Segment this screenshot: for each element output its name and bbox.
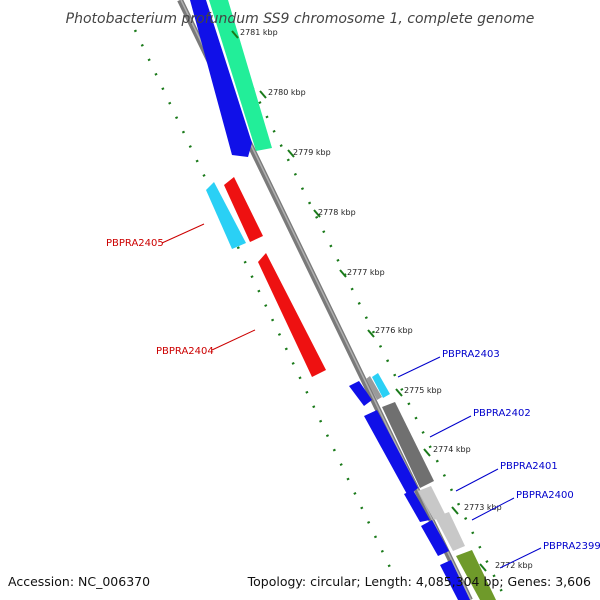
tick-mark — [287, 149, 295, 158]
gene-feature-blue-2401[interactable] — [404, 490, 430, 522]
accession-text: Accession: NC_006370 — [8, 574, 150, 589]
gene-feature-gray-2403[interactable] — [366, 376, 382, 400]
gene-feature-blue-2403[interactable] — [349, 381, 372, 406]
gene-features — [190, 0, 496, 600]
tick-mark — [395, 388, 403, 397]
tick-mark — [313, 209, 321, 218]
ticks: 2781 kbp 2780 kbp 2779 kbp 2778 kbp 2777… — [231, 28, 533, 572]
gene-label-pbpra2405[interactable]: PBPRA2405 — [106, 238, 164, 249]
tick-mark — [259, 90, 267, 99]
tick-mark — [423, 448, 431, 457]
gene-feature-blue-top[interactable] — [190, 0, 252, 157]
gene-feature-blue-2400[interactable] — [421, 520, 449, 556]
gene-feature-red-2405b[interactable] — [224, 177, 263, 242]
gene-feature-green-top[interactable] — [209, 0, 272, 151]
tick-label: 2777 kbp — [347, 268, 385, 277]
tick-mark — [451, 506, 459, 515]
tick-mark — [339, 269, 347, 278]
gene-feature-lightgray-2401[interactable] — [418, 486, 446, 520]
gene-feature-cyan-2403[interactable] — [372, 373, 390, 398]
tick-label: 2773 kbp — [464, 503, 502, 512]
gene-label-pbpra2403[interactable]: PBPRA2403 — [442, 349, 500, 360]
gene-label-connectors — [161, 223, 542, 569]
tick-mark — [367, 329, 375, 338]
connector-2399 — [499, 547, 542, 569]
tick-label: 2776 kbp — [375, 326, 413, 335]
tick-label: 2778 kbp — [318, 208, 356, 217]
connector-2400 — [471, 497, 515, 521]
outer-dotted-ring — [133, 29, 397, 579]
connector-2402 — [429, 415, 472, 438]
tick-label: 2774 kbp — [433, 445, 471, 454]
gene-feature-olive-2399[interactable] — [456, 550, 496, 600]
map-title: Photobacterium profundum SS9 chromosome … — [66, 11, 535, 27]
gene-label-pbpra2404[interactable]: PBPRA2404 — [156, 346, 214, 357]
tick-label: 2780 kbp — [268, 88, 306, 97]
tick-label: 2772 kbp — [495, 561, 533, 570]
connector-2404 — [211, 329, 256, 351]
gene-feature-red-2404[interactable] — [258, 253, 326, 377]
tick-mark — [479, 563, 487, 572]
genome-summary-text: Topology: circular; Length: 4,085,304 bp… — [247, 574, 591, 589]
gene-label-pbpra2399[interactable]: PBPRA2399 — [543, 541, 600, 552]
gene-labels: PBPRA2405 PBPRA2404 PBPRA2403 PBPRA2402 … — [106, 238, 600, 552]
tick-label: 2779 kbp — [293, 148, 331, 157]
gene-feature-blue-2399[interactable] — [440, 560, 470, 600]
connector-2401 — [455, 468, 499, 492]
connector-2403 — [397, 356, 441, 378]
connector-2405 — [161, 223, 205, 244]
gene-feature-cyan-2405[interactable] — [206, 182, 246, 249]
tick-label: 2775 kbp — [404, 386, 442, 395]
inner-dotted-ring — [222, 29, 506, 597]
gene-feature-gray-2402[interactable] — [382, 402, 434, 488]
gene-label-pbpra2400[interactable]: PBPRA2400 — [516, 490, 574, 501]
gene-label-pbpra2402[interactable]: PBPRA2402 — [473, 408, 531, 419]
gene-feature-lightgray-2400[interactable] — [435, 512, 465, 551]
tick-mark — [231, 30, 239, 39]
gene-feature-blue-2402[interactable] — [364, 410, 418, 496]
dotted-rings — [133, 29, 506, 597]
gene-label-pbpra2401[interactable]: PBPRA2401 — [500, 461, 558, 472]
tick-label: 2781 kbp — [240, 28, 278, 37]
